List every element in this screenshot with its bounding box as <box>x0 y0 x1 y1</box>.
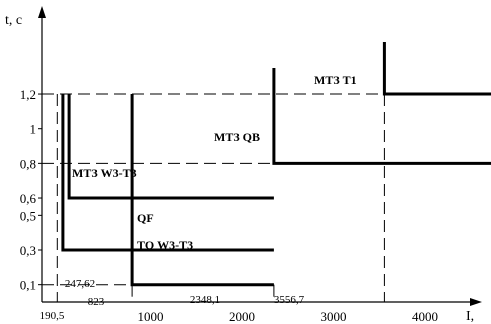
x-tick-label: 3000 <box>321 309 347 324</box>
axes: t, c I, <box>5 6 482 324</box>
y-tick-label: 0,1 <box>20 278 36 293</box>
ticks-group: 0,10,30,50,60,811,2100020003000400050006… <box>20 87 438 324</box>
x-marker-label: 823 <box>88 296 105 308</box>
series-label-mtz-t1: МТЗ Т1 <box>314 73 357 87</box>
y-tick-label: 1,2 <box>20 87 36 102</box>
x-axis-title: I, <box>466 309 474 324</box>
series-labels-group: МТЗ Т1 МТЗ QB МТЗ W3-T3 QF ТО W3-T3 <box>72 73 357 252</box>
series-line-mtz-t1 <box>382 42 491 96</box>
x-tick-label: 4000 <box>412 309 438 324</box>
x-marker-label: 3556,7 <box>274 294 305 306</box>
x-axis-arrow <box>470 298 482 306</box>
x-tick-label: 2000 <box>229 309 255 324</box>
series-label-to-w3-t3: ТО W3-T3 <box>137 238 193 252</box>
series-line-mtz-w3-t3 <box>67 94 274 200</box>
y-tick-label: 0,5 <box>20 208 36 223</box>
x-tick-label: 1000 <box>138 309 164 324</box>
series-label-mtz-w3-t3: МТЗ W3-T3 <box>72 166 137 180</box>
series-line-qf <box>61 94 274 252</box>
series-line-to-w3-t3 <box>130 94 274 287</box>
guide-lines <box>42 93 385 302</box>
series-line-mtz-qb <box>272 68 491 165</box>
y-tick-label: 0,6 <box>20 191 37 206</box>
x-marker-label: 190,5 <box>40 310 65 322</box>
y-axis-arrow <box>38 6 46 18</box>
y-axis-title: t, c <box>5 13 22 28</box>
x-marker-label: 247,62 <box>65 278 95 290</box>
series-group <box>61 42 491 287</box>
series-label-qf: QF <box>137 211 154 225</box>
y-tick-label: 0,3 <box>20 243 36 258</box>
y-tick-label: 0,8 <box>20 156 36 171</box>
y-tick-label: 1 <box>30 122 37 137</box>
x-marker-label: 2348,1 <box>190 294 220 306</box>
series-label-mtz-qb: МТЗ QB <box>214 130 260 144</box>
